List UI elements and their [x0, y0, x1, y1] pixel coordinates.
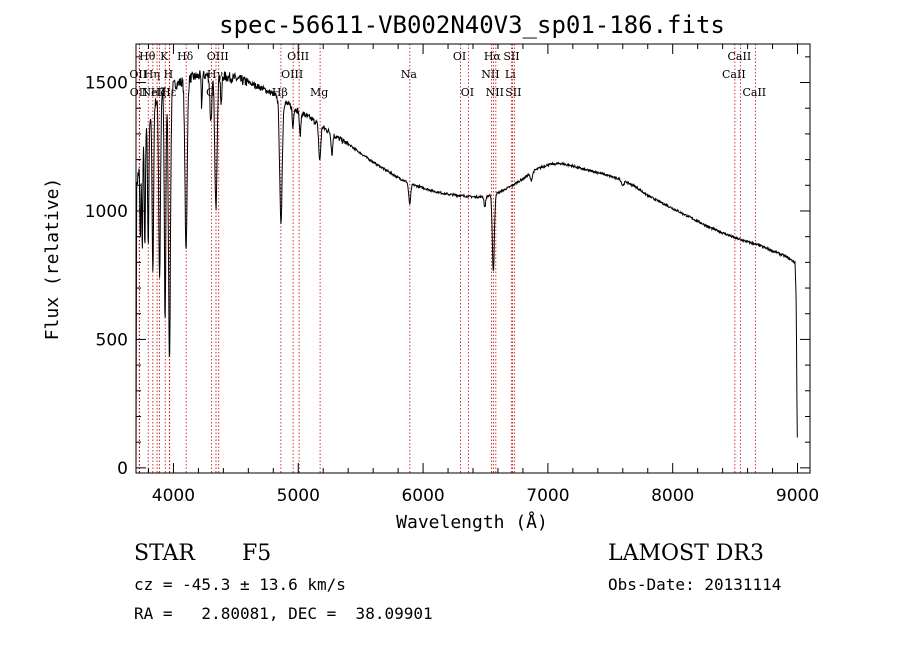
- redshift-value: cz = -45.3 ± 13.6 km/s: [134, 575, 346, 594]
- marker-label-oiii: OIII: [287, 50, 309, 63]
- marker-label-na: Na: [401, 68, 418, 81]
- marker-label-g: G: [206, 86, 215, 99]
- x-tick-label: 7000: [526, 486, 569, 506]
- marker-label-oiii: OIII: [281, 68, 303, 81]
- marker-label-h: H: [164, 68, 174, 81]
- marker-label-oii: OII: [130, 86, 148, 99]
- x-tick-label: 4000: [152, 486, 195, 506]
- x-tick-label: 8000: [651, 486, 694, 506]
- marker-label-sii: SII: [505, 86, 521, 99]
- sky-coordinates: RA = 2.80081, DEC = 38.09901: [134, 604, 433, 623]
- spectrum-line: [135, 70, 798, 466]
- marker-label-sii: SII: [503, 50, 519, 63]
- marker-label-oi: OI: [461, 86, 474, 99]
- x-axis-label: Wavelength (Å): [396, 511, 548, 533]
- observation-date: Obs-Date: 20131114: [608, 575, 782, 594]
- y-tick-label: 0: [117, 459, 128, 479]
- marker-label-li: Li: [505, 68, 516, 81]
- marker-label-hγ: Hγ: [207, 68, 224, 81]
- marker-label-caii: CaII: [742, 86, 766, 99]
- x-tick-label: 6000: [401, 486, 444, 506]
- line-marker-labels: OIIOIIHθHηNeIIIHζKHHεHδGHγOIIIHβOIIIOIII…: [129, 50, 766, 99]
- marker-label-caii: CaII: [728, 50, 752, 63]
- y-axis-label: Flux (relative): [42, 178, 63, 341]
- marker-label-hα: Hα: [484, 50, 502, 63]
- y-tick-label: 1500: [85, 74, 128, 94]
- marker-label-hη: Hη: [144, 68, 160, 81]
- survey-name: LAMOST DR3: [608, 541, 764, 566]
- y-tick-label: 1000: [85, 202, 128, 222]
- line-markers: [138, 44, 756, 473]
- marker-label-mg: Mg: [310, 86, 328, 99]
- marker-label-oii: OII: [129, 68, 147, 81]
- marker-label-hθ: Hθ: [139, 50, 156, 63]
- marker-label-nii: NII: [486, 86, 504, 99]
- x-tick-label: 5000: [277, 486, 320, 506]
- y-tick-label: 500: [96, 330, 128, 350]
- object-subclass: F5: [242, 541, 272, 566]
- marker-label-caii: CaII: [722, 68, 746, 81]
- y-axis-ticks: 0 500 1000 1500: [85, 56, 810, 479]
- plot-frame: [135, 43, 811, 474]
- chart-title: spec-56611-VB002N40V3_sp01-186.fits: [219, 11, 725, 39]
- marker-label-hδ: Hδ: [177, 50, 194, 63]
- marker-label-oi: OI: [453, 50, 466, 63]
- x-tick-label: 9000: [776, 486, 819, 506]
- x-axis-ticks: 4000 5000 6000 7000 8000 9000: [147, 44, 819, 506]
- marker-label-neiii: NeIII: [142, 86, 171, 99]
- object-class: STAR: [134, 541, 195, 566]
- marker-label-nii: NII: [481, 68, 499, 81]
- marker-label-oiii: OIII: [207, 50, 229, 63]
- marker-label-k: K: [160, 50, 169, 63]
